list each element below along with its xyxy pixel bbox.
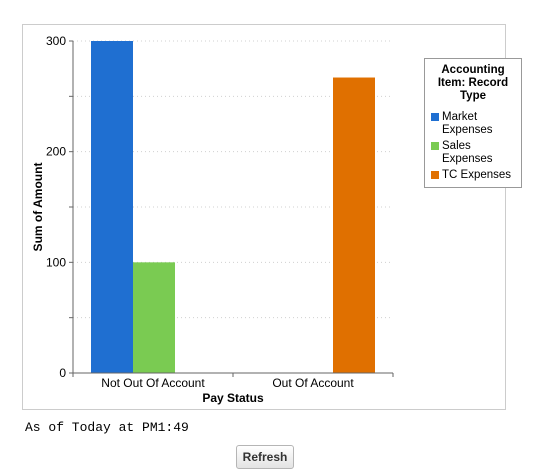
chart-legend: Accounting Item: Record Type Market Expe… <box>424 58 522 188</box>
as-of-timestamp: As of Today at PM1:49 <box>25 420 189 435</box>
bar-market-expenses-not-out-of-account <box>91 41 133 373</box>
chart-container: 0 100 200 300 Not Out Of Account Out Of Accou… <box>22 24 522 410</box>
bar-sales-expenses-not-out-of-account <box>133 262 175 373</box>
legend-swatch-market-expenses <box>431 113 439 121</box>
legend-title: Accounting Item: Record Type <box>437 64 509 102</box>
legend-item-tc-expenses: TC Expenses <box>431 169 517 182</box>
y-tick-label: 100 <box>46 255 66 269</box>
y-tick-label: 0 <box>59 366 66 380</box>
y-tick-label: 300 <box>46 34 66 48</box>
bar-tc-expenses-out-of-account <box>333 77 375 373</box>
legend-item-market-expenses: Market Expenses <box>431 111 517 137</box>
legend-label-tc-expenses: TC Expenses <box>442 169 512 181</box>
legend-swatch-tc-expenses <box>431 171 439 179</box>
legend-item-sales-expenses: Sales Expenses <box>431 140 517 166</box>
legend-swatch-sales-expenses <box>431 142 439 150</box>
x-tick-label: Out Of Account <box>272 376 354 390</box>
x-tick-label: Not Out Of Account <box>101 376 205 390</box>
refresh-button[interactable]: Refresh <box>236 445 294 469</box>
bar-chart: 0 100 200 300 Not Out Of Account Out Of Accou… <box>31 34 394 405</box>
legend-label-sales-expenses: Sales Expenses <box>442 140 493 165</box>
y-axis-title: Sum of Amount <box>31 163 45 252</box>
y-tick-label: 200 <box>46 145 66 159</box>
x-axis-title: Pay Status <box>202 391 264 405</box>
legend-label-market-expenses: Market Expenses <box>442 111 493 136</box>
